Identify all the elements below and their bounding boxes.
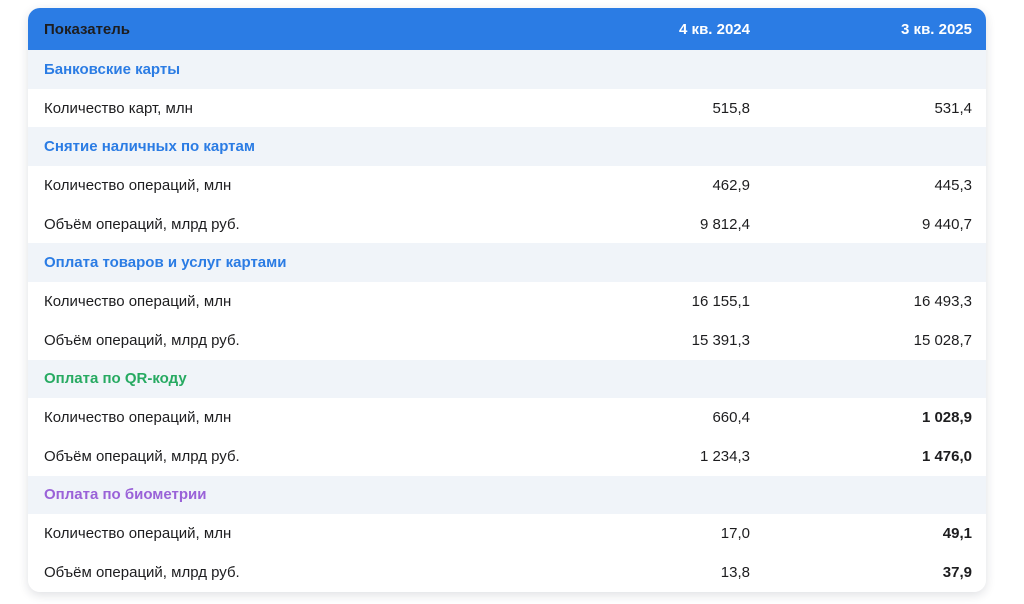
table-row: Количество операций, млн 17,0 49,1 (28, 514, 986, 553)
value-q4-2024: 462,9 (712, 176, 750, 194)
table-row: Количество операций, млн 660,4 1 028,9 (28, 398, 986, 437)
section-title: Снятие наличных по картам (44, 138, 255, 156)
row-label: Объём операций, млрд руб. (44, 215, 240, 233)
section-title: Оплата по QR-коду (44, 370, 187, 388)
row-label: Количество операций, млн (44, 525, 232, 543)
value-q4-2024: 515,8 (712, 99, 750, 117)
table-row: Объём операций, млрд руб. 9 812,4 9 440,7 (28, 204, 986, 244)
column-header-q3-2025: 3 кв. 2025 (901, 20, 972, 38)
row-label: Количество операций, млн (44, 409, 232, 427)
section-header-row: Снятие наличных по картам (28, 127, 986, 167)
value-q4-2024: 15 391,3 (691, 331, 750, 349)
row-label: Объём операций, млрд руб. (44, 447, 240, 465)
column-header-q4-2024: 4 кв. 2024 (679, 20, 750, 38)
section-header-row: Оплата по QR-коду (28, 359, 986, 399)
value-q3-2025: 531,4 (934, 99, 972, 117)
row-label: Количество операций, млн (44, 176, 232, 194)
value-q4-2024: 1 234,3 (699, 447, 750, 465)
section-header-row: Оплата по биометрии (28, 475, 986, 515)
indicators-table: Показатель 4 кв. 2024 3 кв. 2025 Банковс… (28, 8, 986, 592)
row-label: Количество карт, млн (44, 99, 193, 117)
row-label: Количество операций, млн (44, 292, 232, 310)
value-q4-2024: 9 812,4 (699, 215, 750, 233)
value-q4-2024: 13,8 (720, 563, 750, 581)
value-q3-2025: 16 493,3 (913, 292, 972, 310)
table-header-row: Показатель 4 кв. 2024 3 кв. 2025 (28, 8, 986, 50)
value-q3-2025: 1 028,9 (921, 409, 972, 427)
table-row: Количество операций, млн 16 155,1 16 493,3 (28, 282, 986, 321)
value-q3-2025: 49,1 (942, 525, 972, 543)
table-row: Объём операций, млрд руб. 1 234,3 1 476,0 (28, 436, 986, 476)
column-header-indicator: Показатель (44, 20, 131, 38)
value-q4-2024: 660,4 (712, 409, 750, 427)
value-q4-2024: 16 155,1 (691, 292, 750, 310)
section-header-row: Банковские карты (28, 50, 986, 89)
value-q3-2025: 9 440,7 (921, 215, 972, 233)
table-row: Объём операций, млрд руб. 13,8 37,9 (28, 552, 986, 592)
table-body: Банковские карты Количество карт, млн 515,… (28, 50, 986, 592)
section-title: Банковские карты (44, 60, 181, 78)
value-q4-2024: 17,0 (720, 525, 750, 543)
value-q3-2025: 15 028,7 (913, 331, 972, 349)
table-row: Количество операций, млн 462,9 445,3 (28, 166, 986, 205)
table-row: Количество карт, млн 515,8 531,4 (28, 88, 986, 128)
section-title: Оплата товаров и услуг картами (44, 254, 287, 272)
table-row: Объём операций, млрд руб. 15 391,3 15 028,… (28, 320, 986, 360)
value-q3-2025: 37,9 (942, 563, 972, 581)
section-header-row: Оплата товаров и услуг картами (28, 243, 986, 283)
section-title: Оплата по биометрии (44, 486, 207, 504)
row-label: Объём операций, млрд руб. (44, 563, 240, 581)
row-label: Объём операций, млрд руб. (44, 331, 240, 349)
value-q3-2025: 1 476,0 (921, 447, 972, 465)
value-q3-2025: 445,3 (934, 176, 972, 194)
